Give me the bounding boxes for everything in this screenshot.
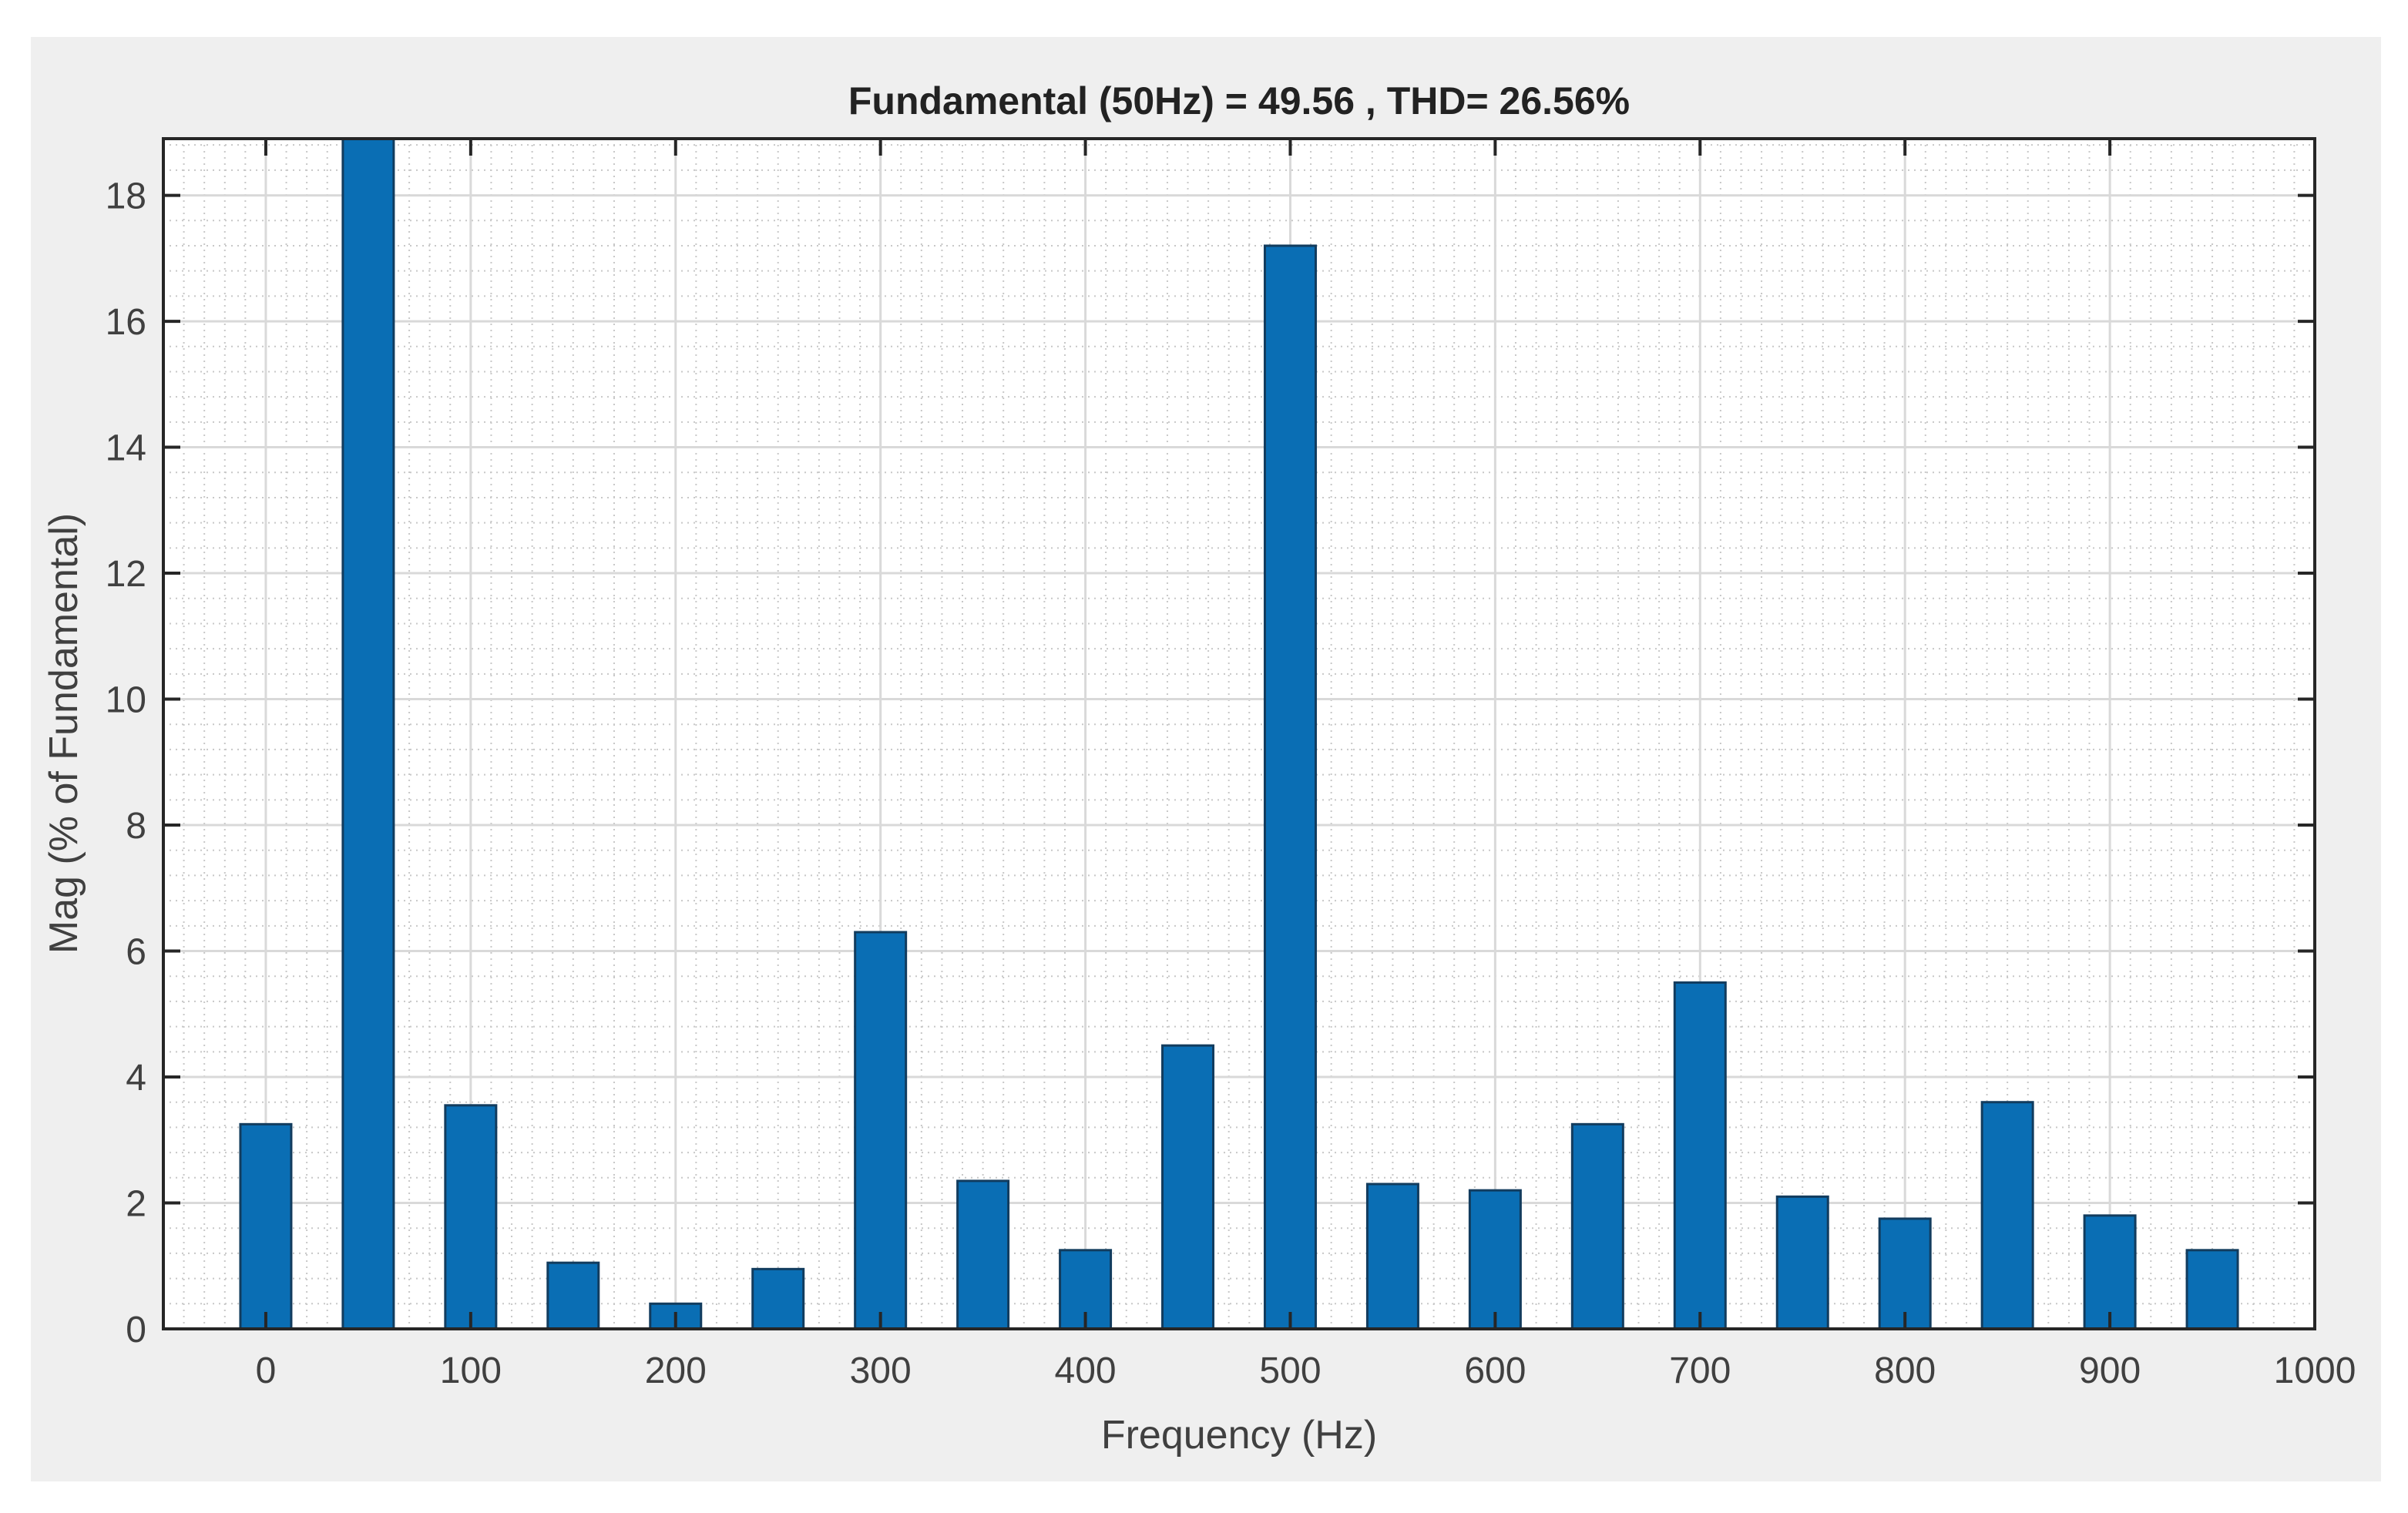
y-tick-label: 12 bbox=[106, 554, 146, 595]
bar bbox=[1161, 1044, 1215, 1330]
x-tick-label: 500 bbox=[1259, 1350, 1321, 1391]
y-tick-label: 6 bbox=[126, 932, 146, 973]
bar bbox=[239, 1122, 293, 1330]
y-tick-label: 14 bbox=[106, 428, 146, 469]
x-tick-label: 900 bbox=[2079, 1350, 2141, 1391]
bar bbox=[1365, 1183, 1419, 1330]
x-tick-label: 400 bbox=[1055, 1350, 1117, 1391]
bar bbox=[1673, 981, 1727, 1330]
bar bbox=[1570, 1122, 1624, 1330]
y-tick-label: 2 bbox=[126, 1184, 146, 1225]
y-tick-label: 0 bbox=[126, 1310, 146, 1350]
bars bbox=[239, 137, 2239, 1330]
bar bbox=[2083, 1214, 2137, 1330]
bar bbox=[444, 1104, 498, 1330]
y-tick-label: 10 bbox=[106, 680, 146, 721]
x-tick-label: 200 bbox=[645, 1350, 707, 1391]
bar bbox=[1980, 1101, 2034, 1330]
x-tick-label: 0 bbox=[256, 1350, 277, 1391]
x-ticks: 0 100 200 300 400 500 600 700 800 900 1000 bbox=[256, 139, 2356, 1391]
bar bbox=[2185, 1249, 2239, 1330]
y-ticks: 0 2 4 6 8 10 12 14 16 18 bbox=[106, 176, 2315, 1350]
y-axis-label: Mag (% of Fundamental) bbox=[42, 513, 86, 954]
bar bbox=[1263, 244, 1317, 1330]
x-tick-label: 1000 bbox=[2274, 1350, 2356, 1391]
bar bbox=[1775, 1195, 1829, 1330]
y-tick-label: 4 bbox=[126, 1058, 146, 1099]
chart-title: Fundamental (50Hz) = 49.56 , THD= 26.56% bbox=[848, 79, 1630, 122]
y-tick-label: 18 bbox=[106, 176, 146, 217]
x-tick-label: 100 bbox=[440, 1350, 502, 1391]
x-axis-label: Frequency (Hz) bbox=[1101, 1413, 1377, 1458]
x-tick-label: 600 bbox=[1464, 1350, 1526, 1391]
x-tick-label: 800 bbox=[1874, 1350, 1936, 1391]
x-tick-label: 700 bbox=[1669, 1350, 1731, 1391]
bar bbox=[341, 137, 395, 1330]
bar bbox=[854, 931, 908, 1330]
bar bbox=[956, 1179, 1010, 1330]
bar bbox=[751, 1267, 805, 1330]
y-tick-label: 8 bbox=[126, 806, 146, 847]
y-tick-label: 16 bbox=[106, 302, 146, 343]
axes-background bbox=[163, 139, 2315, 1329]
bar bbox=[1468, 1189, 1522, 1330]
bar bbox=[546, 1261, 600, 1330]
axes-frame bbox=[162, 137, 2316, 1330]
x-tick-label: 300 bbox=[850, 1350, 912, 1391]
